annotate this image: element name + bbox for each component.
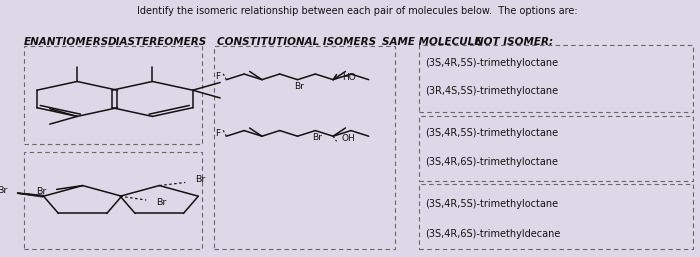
- Text: Br: Br: [312, 133, 321, 142]
- Text: F: F: [216, 128, 220, 138]
- Text: (3S,4R,6S)-trimethyloctane: (3S,4R,6S)-trimethyloctane: [425, 157, 558, 167]
- Text: DIASTEREOMERS: DIASTEREOMERS: [108, 37, 207, 47]
- Text: (3S,4R,5S)-trimethyloctane: (3S,4R,5S)-trimethyloctane: [425, 58, 558, 68]
- Text: F: F: [216, 72, 220, 81]
- Text: (3S,4R,5S)-trimethyloctane: (3S,4R,5S)-trimethyloctane: [425, 128, 558, 139]
- Bar: [214, 46, 395, 249]
- Bar: [419, 45, 693, 112]
- Text: (3S,4R,6S)-trimethyldecane: (3S,4R,6S)-trimethyldecane: [425, 229, 560, 239]
- Bar: [419, 184, 693, 249]
- Text: HO: HO: [342, 72, 356, 82]
- Text: SAME MOLECULE: SAME MOLECULE: [382, 37, 481, 47]
- Text: Br: Br: [156, 198, 167, 207]
- Text: (3S,4R,5S)-trimethyloctane: (3S,4R,5S)-trimethyloctane: [425, 199, 558, 209]
- Bar: [24, 46, 202, 144]
- Text: Br: Br: [36, 187, 47, 197]
- Text: CONSTITUTIONAL ISOMERS: CONSTITUTIONAL ISOMERS: [218, 37, 377, 47]
- Text: Identify the isomeric relationship between each pair of molecules below.  The op: Identify the isomeric relationship betwe…: [137, 6, 578, 16]
- Text: NOT ISOMER:: NOT ISOMER:: [475, 37, 554, 47]
- Text: Br: Br: [195, 175, 206, 185]
- Bar: [419, 116, 693, 181]
- Bar: [24, 152, 202, 249]
- Text: OH: OH: [342, 134, 356, 143]
- Text: Br: Br: [0, 186, 8, 195]
- Text: (3R,4S,5S)-trimethyloctane: (3R,4S,5S)-trimethyloctane: [425, 86, 558, 96]
- Text: Br: Br: [294, 82, 304, 91]
- Text: ENANTIOMERS: ENANTIOMERS: [24, 37, 109, 47]
